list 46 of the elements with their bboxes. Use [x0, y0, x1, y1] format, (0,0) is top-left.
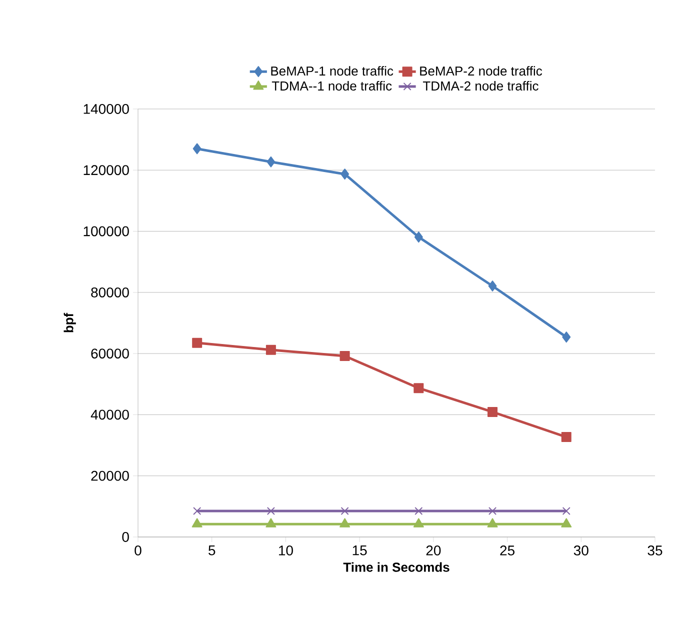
y-axis-title: bpf — [64, 312, 76, 332]
point — [266, 344, 276, 355]
point — [413, 518, 424, 528]
point — [192, 518, 202, 528]
y-tick-label: 20000 — [91, 470, 129, 481]
point — [561, 432, 572, 442]
point — [340, 518, 350, 528]
point — [266, 518, 276, 528]
point — [561, 518, 572, 528]
y-tick-label: 0 — [122, 532, 129, 542]
x-tick-label: 25 — [500, 546, 514, 556]
x-tick-label: 0 — [134, 546, 142, 556]
legend-label: TDMA-2 node traffic — [422, 81, 538, 91]
x-tick-label: 15 — [352, 546, 367, 556]
point — [562, 332, 571, 343]
point — [562, 506, 570, 516]
point — [487, 518, 498, 528]
x-tick-label: 35 — [648, 546, 662, 556]
point — [414, 506, 423, 516]
y-tick-label: 140000 — [84, 104, 129, 114]
legend-label: TDMA--1 node traffic — [272, 81, 392, 91]
point — [266, 506, 275, 516]
point — [488, 280, 497, 292]
point — [340, 506, 349, 516]
legend-label: BeMAP-2 node traffic — [420, 66, 542, 76]
x-tick-label: 5 — [208, 546, 216, 556]
point — [193, 506, 202, 516]
y-tick-label: 100000 — [84, 226, 129, 236]
point — [488, 506, 497, 516]
legend-label: BeMAP-1 node traffic — [271, 66, 394, 76]
point — [192, 338, 202, 348]
x-tick-label: 30 — [574, 546, 588, 556]
point — [340, 168, 350, 180]
point — [192, 143, 202, 154]
y-tick-label: 120000 — [84, 165, 129, 176]
x-tick-label: 20 — [426, 546, 441, 556]
point — [414, 383, 424, 394]
point — [266, 156, 276, 168]
x-axis-title: Time in Secomds — [343, 562, 450, 572]
point — [488, 406, 498, 417]
y-tick-label: 60000 — [91, 348, 129, 359]
y-tick-label: 80000 — [91, 287, 129, 298]
point — [340, 351, 350, 362]
x-tick-label: 10 — [278, 546, 293, 556]
point — [414, 232, 423, 243]
y-tick-label: 40000 — [90, 410, 129, 420]
